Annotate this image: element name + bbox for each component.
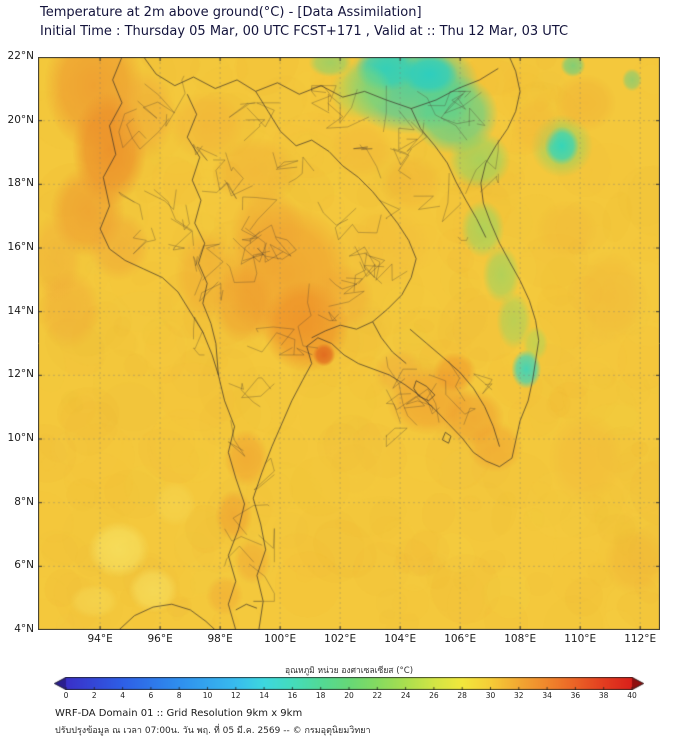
colorbar-tick-label: 34	[542, 691, 552, 700]
x-axis-label: 96°E	[147, 633, 173, 645]
colorbar-tick-label: 20	[344, 691, 354, 700]
colorbar-tick-label: 16	[287, 691, 298, 700]
y-axis-label: 16°N	[7, 241, 34, 253]
x-axis-label: 108°E	[504, 633, 537, 645]
colorbar-tick-label: 0	[63, 691, 69, 700]
colorbar-tick-label: 12	[231, 691, 241, 700]
y-axis-label: 20°N	[7, 113, 34, 126]
colorbar-label: อุณหภูมิ หน่วย องศาเซลเซียส (°C)	[284, 666, 414, 676]
temperature-map-canvas	[38, 57, 660, 630]
x-axis-label: 100°E	[264, 633, 297, 645]
y-axis-label: 14°N	[7, 304, 34, 317]
colorbar-tick-label: 30	[485, 691, 496, 700]
colorbar-tick-label: 10	[202, 691, 213, 700]
y-axis-label: 12°N	[7, 368, 34, 381]
x-axis-label: 94°E	[87, 633, 113, 645]
x-axis-label: 104°E	[384, 633, 417, 645]
colorbar-tick-label: 38	[598, 691, 609, 700]
x-axis-label: 102°E	[324, 633, 357, 645]
colorbar-tick-label: 2	[91, 691, 97, 700]
x-axis-label: 98°E	[207, 633, 233, 645]
y-axis-label: 18°N	[7, 177, 34, 190]
y-axis-label: 22°N	[7, 50, 34, 62]
x-axis-label: 110°E	[564, 633, 597, 645]
y-axis-label: 8°N	[14, 495, 34, 508]
footer-update-info: ปรับปรุงข้อมูล ณ เวลา 07:00น. วัน พฤ. ที…	[55, 726, 371, 736]
colorbar-tick-label: 36	[570, 691, 581, 700]
y-axis-label: 6°N	[14, 559, 34, 572]
colorbar-tick-label: 40	[627, 691, 637, 700]
colorbar-tick-label: 26	[429, 691, 439, 700]
colorbar-tick-label: 22	[372, 691, 383, 700]
colorbar	[54, 677, 644, 690]
x-axis-label: 112°E	[624, 633, 657, 645]
colorbar-tick-label: 18	[315, 691, 326, 700]
map-subtitle: Initial Time : Thursday 05 Mar, 00 UTC F…	[40, 24, 569, 39]
footer-domain-info: WRF-DA Domain 01 :: Grid Resolution 9km …	[55, 708, 303, 719]
colorbar-tick-label: 6	[148, 691, 154, 700]
colorbar-tick-label: 24	[400, 691, 411, 700]
colorbar-tick-label: 28	[457, 691, 467, 700]
y-axis-label: 4°N	[14, 623, 34, 635]
map-title: Temperature at 2m above ground(°C) - [Da…	[40, 5, 422, 20]
y-axis-label: 10°N	[7, 432, 34, 444]
colorbar-tick-label: 4	[120, 691, 125, 700]
x-axis-label: 106°E	[444, 633, 477, 645]
colorbar-tick-label: 8	[176, 691, 182, 700]
colorbar-tick-label: 32	[514, 691, 524, 700]
colorbar-tick-label: 14	[259, 691, 269, 700]
